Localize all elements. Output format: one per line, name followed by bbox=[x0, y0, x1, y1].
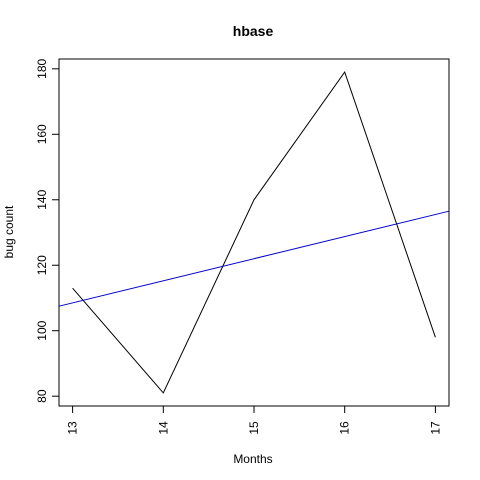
x-tick-label: 13 bbox=[66, 421, 80, 435]
y-axis: 80 100 120 140 160 180 bbox=[35, 58, 60, 403]
y-tick-label: 100 bbox=[35, 320, 49, 340]
bug-count-line bbox=[72, 71, 436, 394]
y-axis-label: bug count bbox=[2, 205, 16, 258]
x-tick-label: 17 bbox=[428, 421, 442, 435]
y-tick-label: 160 bbox=[35, 124, 49, 144]
trend-line bbox=[58, 210, 450, 307]
series-layer bbox=[58, 71, 450, 394]
y-tick-label: 180 bbox=[35, 58, 49, 78]
x-axis-label: Months bbox=[233, 452, 272, 466]
x-tick-label: 16 bbox=[338, 421, 352, 435]
plot-frame bbox=[58, 58, 450, 407]
x-axis: 13 14 15 16 17 bbox=[66, 405, 442, 435]
x-tick-label: 15 bbox=[247, 421, 261, 435]
y-tick-label: 80 bbox=[35, 389, 49, 403]
chart-title: hbase bbox=[233, 23, 274, 39]
y-tick-label: 120 bbox=[35, 255, 49, 275]
x-tick-label: 14 bbox=[156, 421, 170, 435]
y-tick-label: 140 bbox=[35, 189, 49, 209]
